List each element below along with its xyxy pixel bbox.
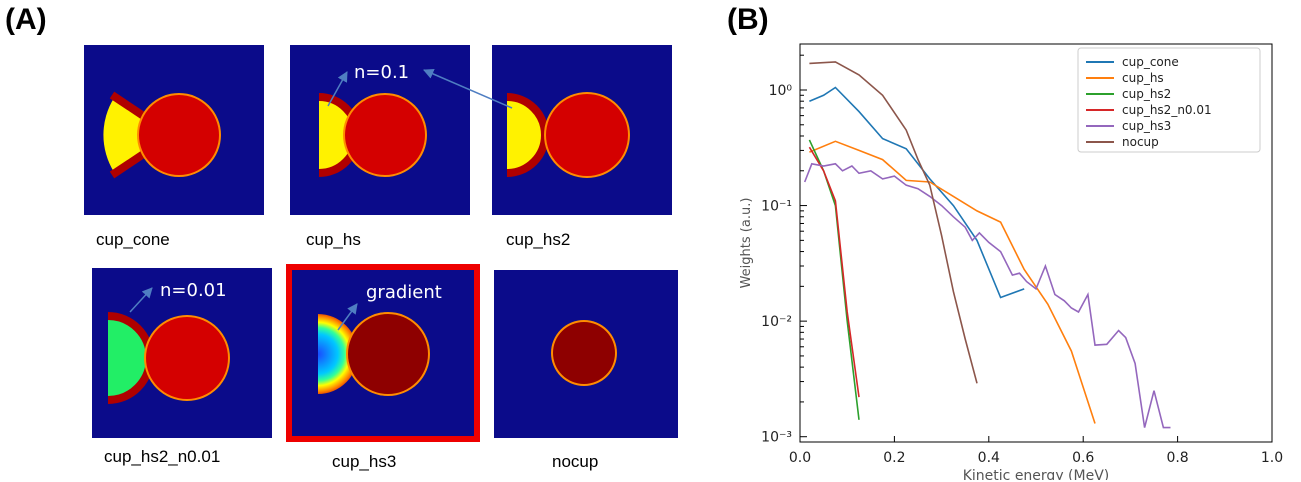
annotation-n01: n=0.1 (354, 62, 409, 83)
y-tick-label: 10⁻¹ (761, 199, 792, 215)
chart-legend: cup_cone cup_hs cup_hs2 cup_hs2_n0.01 cup_hs… (1077, 47, 1261, 153)
annotation-layer: n=0.1 n=0.01 gradient (129, 62, 513, 331)
x-tick-label: 0.0 (789, 450, 811, 466)
legend-entry: nocup (1122, 135, 1159, 149)
sim-image-cup-hs2 (492, 45, 672, 215)
legend-entry: cup_hs2 (1122, 87, 1171, 101)
annotation-arrow-n001 (129, 287, 153, 313)
series-line-cup_cone (809, 86, 1025, 299)
annotation-arrow-gradient (337, 303, 358, 331)
sim-image-cup-hs3 (292, 270, 474, 436)
chart-series (803, 61, 1171, 429)
series-line-nocup (809, 61, 978, 384)
x-tick-label: 0.4 (978, 450, 1000, 466)
series-line-cup_hs3 (803, 162, 1171, 429)
y-tick-label: 10⁰ (769, 83, 793, 99)
chart-axes: 0.0 0.2 0.4 0.6 0.8 1.0 10⁰ 10⁻¹ 10⁻² 10⁻³ Kinetic… (739, 43, 1283, 480)
legend-entry: cup_hs (1122, 71, 1164, 85)
panel-a-label: (A) (5, 3, 47, 36)
sim-caption-cup-hs2: cup_hs2 (506, 230, 571, 249)
series-line-cup_hs (809, 140, 1096, 424)
y-tick-label: 10⁻³ (761, 430, 792, 446)
legend-entry: cup_hs2_n0.01 (1122, 103, 1212, 117)
sim-image-cup-cone (84, 45, 264, 215)
sim-caption-cup-hs2-n001: cup_hs2_n0.01 (104, 447, 221, 466)
sim-image-cup-hs2-n001 (92, 268, 272, 438)
legend-entry: cup_cone (1122, 55, 1179, 69)
y-tick-label: 10⁻² (761, 314, 792, 330)
sim-caption-cup-cone: cup_cone (96, 230, 170, 249)
panel-b-label: (B) (727, 3, 769, 36)
x-tick-label: 0.8 (1166, 450, 1188, 466)
x-axis-label: Kinetic energy (MeV) (963, 468, 1110, 480)
series-line-cup_hs2 (808, 139, 860, 420)
annotation-gradient: gradient (366, 282, 442, 303)
x-tick-label: 0.2 (883, 450, 905, 466)
sim-caption-cup-hs: cup_hs (306, 230, 361, 249)
y-axis-label: Weights (a.u.) (739, 198, 754, 289)
sim-caption-nocup: nocup (552, 452, 599, 471)
sim-caption-cup-hs3: cup_hs3 (332, 452, 397, 471)
annotation-n001: n=0.01 (160, 280, 227, 301)
plot-frame (799, 43, 1273, 443)
x-tick-label: 1.0 (1261, 450, 1283, 466)
sim-image-cup-hs (290, 45, 470, 215)
legend-entry: cup_hs3 (1122, 119, 1171, 133)
annotation-arrow-n01-right (423, 68, 513, 109)
x-tick-label: 0.6 (1072, 450, 1094, 466)
energy-spectrum-chart: 0.0 0.2 0.4 0.6 0.8 1.0 10⁰ 10⁻¹ 10⁻² 10⁻³ Kinetic… (739, 43, 1283, 480)
series-line-cup_hs2_n0.01 (808, 146, 860, 398)
highlight-frame (286, 264, 480, 442)
legend-box (1077, 47, 1261, 153)
sim-image-nocup (494, 270, 678, 438)
annotation-arrow-n01-left (327, 71, 348, 107)
